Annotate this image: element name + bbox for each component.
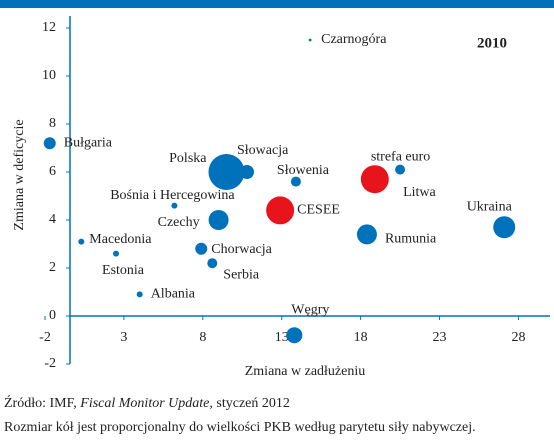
x-tick-label: 13	[275, 330, 289, 345]
source: Źródło: IMF, Fiscal Monitor Update, styc…	[4, 394, 290, 411]
point-label: Serbia	[223, 267, 260, 282]
top-band	[0, 0, 554, 8]
bubble	[286, 327, 303, 344]
point-label: Polska	[169, 151, 207, 166]
x-tick-label: 8	[199, 330, 206, 345]
point-label: Czechy	[158, 215, 200, 230]
point-label: Bośnia i Hercegowina	[110, 188, 235, 203]
bubble	[266, 196, 295, 225]
bubble	[308, 38, 312, 42]
note: Rozmiar kół jest proporcjonalny do wielk…	[4, 420, 476, 435]
point-label: Rumunia	[385, 232, 437, 247]
bubble	[360, 165, 389, 194]
bubble	[356, 224, 377, 245]
y-tick-label: 2	[49, 260, 56, 275]
x-tick-label: 3	[120, 330, 127, 345]
bubble	[136, 291, 143, 298]
point-label: Słowacja	[237, 143, 289, 158]
y-tick-label: 6	[49, 164, 56, 179]
y-tick-label: 8	[49, 116, 56, 131]
source-prefix: Źródło: IMF,	[4, 394, 80, 411]
annotation: 2010	[477, 35, 507, 51]
y-tick-label: -2	[44, 356, 56, 371]
bubble	[208, 210, 229, 230]
point-label: Bułgaria	[64, 135, 113, 150]
y-axis-title: Zmiana w deficycie	[12, 119, 27, 230]
x-tick-label: 28	[511, 330, 525, 345]
bubble	[208, 154, 245, 190]
point-label: Chorwacja	[211, 242, 272, 257]
point-label: CESEE	[297, 203, 340, 218]
point-label: Macedonia	[89, 232, 152, 247]
bubble	[395, 164, 406, 175]
bubble	[78, 238, 85, 245]
point-label: Czarnogóra	[321, 32, 387, 47]
x-tick-label: -2	[39, 330, 51, 345]
point-label: Litwa	[403, 185, 436, 200]
point-label: Węgry	[291, 302, 329, 317]
point-label: Albania	[151, 287, 196, 302]
point-label: Ukraina	[467, 199, 513, 214]
bubble	[240, 165, 254, 179]
source-italic: Fiscal Monitor Update	[79, 396, 209, 411]
x-tick-label: 18	[354, 330, 368, 345]
bubble	[171, 202, 178, 209]
source-suffix: , styczeń 2012	[209, 396, 289, 411]
bubble	[195, 242, 208, 255]
point-label: strefa euro	[371, 149, 430, 164]
bubble	[43, 137, 56, 150]
bubble	[207, 258, 218, 269]
y-tick-label: 10	[42, 68, 56, 83]
bubble	[290, 176, 301, 187]
y-tick-label: 0	[49, 308, 56, 323]
x-tick-label: 23	[433, 330, 447, 345]
y-tick-label: 4	[49, 212, 56, 227]
bubble	[493, 216, 516, 239]
point-label: Estonia	[102, 263, 145, 278]
point-label: Słowenia	[277, 163, 330, 178]
y-tick-label: 12	[42, 20, 56, 35]
bubble	[113, 250, 120, 257]
x-axis-title: Zmiana w zadłużeniu	[245, 364, 366, 379]
